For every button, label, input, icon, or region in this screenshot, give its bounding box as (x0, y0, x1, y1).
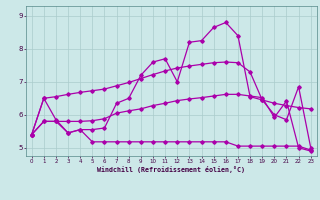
X-axis label: Windchill (Refroidissement éolien,°C): Windchill (Refroidissement éolien,°C) (97, 166, 245, 173)
